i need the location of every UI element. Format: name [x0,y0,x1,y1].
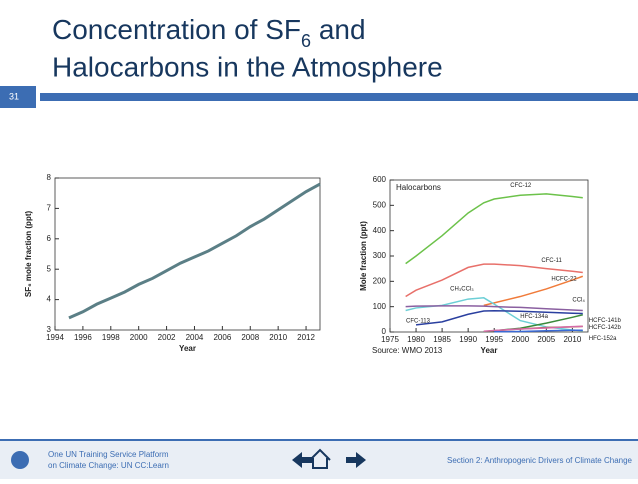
y-tick-label: 8 [47,173,52,182]
series-label: HFC-152a [589,336,617,342]
x-tick-label: 1985 [433,335,451,344]
x-tick-label: 2010 [269,333,287,342]
series-label: HCFC-141b [589,318,622,324]
series-label: CFC-12 [510,183,532,189]
x-tick-label: 2002 [158,333,176,342]
y-tick-label: 200 [373,276,387,285]
y-axis-label: Mole fraction (ppt) [359,221,368,291]
series-label: HCFC-22 [551,277,577,283]
x-tick-label: 1980 [407,335,425,344]
chart-title: Halocarbons [396,183,441,192]
series-label: HFC-134a [520,314,548,320]
series-line [415,309,583,326]
x-tick-label: 1996 [74,333,92,342]
y-tick-label: 500 [373,200,387,209]
footer [0,440,638,479]
footer-section: Section 2: Anthropogenic Drivers of Clim… [447,456,633,465]
x-tick-label: 2005 [537,335,555,344]
y-tick-label: 5 [47,264,52,273]
series-label: CCl₄ [572,298,585,304]
header-bar [40,93,638,101]
title-text: Concentration of SF [52,14,301,45]
slide-number-box [0,86,36,108]
series-line [405,263,583,298]
home-button[interactable] [309,448,331,469]
next-button[interactable] [346,452,366,468]
slide-title: Halocarbons in the Atmosphere [52,51,443,82]
x-axis-label: Year [179,344,196,353]
y-tick-label: 6 [47,234,52,243]
y-tick-label: 100 [373,302,387,311]
y-tick-label: 7 [47,204,52,213]
title-subscript: 6 [301,31,311,51]
x-tick-label: 1994 [46,333,64,342]
x-tick-label: 1998 [102,333,120,342]
x-tick-label: 2010 [563,335,581,344]
slide-number: 31 [9,91,19,101]
y-tick-label: 3 [47,325,52,334]
x-tick-label: 1990 [459,335,477,344]
footer-org: on Climate Change: UN CC:Learn [48,461,169,470]
x-tick-label: 2000 [130,333,148,342]
x-tick-label: 2006 [213,333,231,342]
plot-frame [54,177,321,331]
slide-title: Concentration of SF6 and [52,14,366,50]
y-axis-label: SF₆ mole fraction (ppt) [24,211,33,298]
y-tick-label: 0 [382,327,387,336]
series-label: HCFC-142b [589,325,622,331]
x-tick-label: 2008 [241,333,259,342]
title-text: and [311,14,366,45]
footer-org: One UN Training Service Platform [48,450,169,459]
series-line [68,182,321,320]
x-tick-label: 2000 [511,335,529,344]
series-label: CFC-113 [406,318,431,324]
y-tick-label: 600 [373,175,387,184]
x-tick-label: 2012 [297,333,315,342]
source: Source: WMO 2013 [372,346,443,355]
series-line [494,329,583,333]
prev-button[interactable] [292,452,312,468]
x-tick-label: 2004 [186,333,204,342]
series-label: CH₃CCl₃ [450,287,474,293]
x-tick-label: 1995 [485,335,503,344]
x-axis-label: Year [481,346,498,355]
y-tick-label: 300 [373,251,387,260]
series-label: CFC-11 [541,258,562,264]
x-tick-label: 1975 [381,335,399,344]
series-line [405,305,583,312]
un-logo [11,451,29,469]
series-line [405,193,583,265]
y-tick-label: 4 [47,295,52,304]
series-line [483,325,583,332]
y-tick-label: 400 [373,226,387,235]
